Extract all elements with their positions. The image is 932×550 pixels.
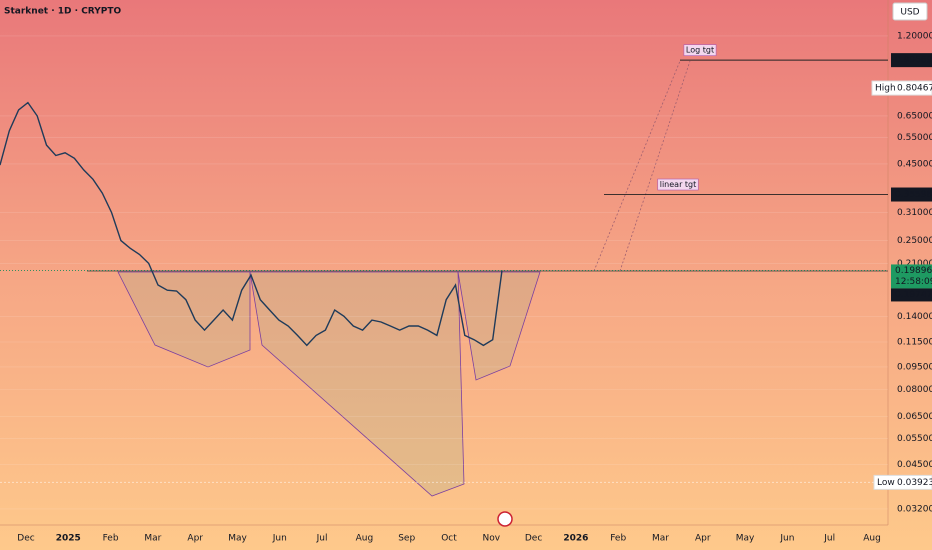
y-tick-label: 0.06500 (897, 412, 932, 422)
x-tick-label: Oct (441, 534, 457, 544)
last-price: 0.19896 (895, 266, 932, 276)
y-tick-label: 0.08000 (897, 385, 932, 395)
logo (497, 511, 513, 527)
x-tick-label: Dec (17, 534, 34, 544)
y-tick-label: 0.05500 (897, 434, 932, 444)
target-price-label: 0.35598 (895, 190, 932, 200)
high-box (871, 80, 932, 96)
target-tag: Log tgt (686, 46, 714, 55)
high-label: High (875, 84, 896, 94)
y-tick-label: 0.04500 (897, 460, 932, 470)
y-tick-label: 0.25000 (897, 236, 932, 246)
y-tick-label: 0.09500 (897, 362, 932, 372)
x-tick-label: Apr (187, 534, 203, 544)
x-tick-label: Aug (356, 534, 374, 544)
currency[interactable]: USD (900, 8, 919, 18)
y-tick-label: 0.11500 (897, 337, 932, 347)
x-tick-label: Jul (823, 534, 835, 544)
target-tag: linear tgt (660, 180, 697, 189)
x-tick-label: May (228, 534, 247, 544)
x-tick-label: Apr (695, 534, 711, 544)
price-line (0, 101, 503, 347)
x-tick-label: Nov (483, 534, 501, 544)
x-tick-label: Jun (272, 534, 287, 544)
y-tick-label: 0.14000 (897, 312, 932, 322)
log-projection (593, 60, 681, 272)
x-tick-label: May (736, 534, 755, 544)
x-tick-label: Aug (863, 534, 881, 544)
y-tick-label: 0.45000 (897, 159, 932, 169)
x-tick-label: 2026 (563, 534, 588, 544)
right-shoulder (457, 271, 541, 381)
prev-close: 0.19747 (895, 290, 932, 300)
left-shoulder (117, 271, 251, 368)
high-value: 0.80467 (897, 84, 932, 94)
x-tick-label: Feb (610, 534, 626, 544)
x-tick-label: Mar (144, 534, 161, 544)
linear-projection (619, 60, 691, 272)
y-tick-label: 0.03200 (897, 504, 932, 514)
target-price-label: 0.99669 (895, 56, 932, 66)
head (249, 271, 465, 497)
x-tick-label: Sep (398, 534, 415, 544)
logo-icon (497, 511, 513, 527)
countdown: 12:58:09 (895, 277, 932, 287)
currency-box[interactable] (892, 2, 928, 21)
last-price-box (891, 264, 932, 289)
x-tick-label: Mar (652, 534, 669, 544)
y-tick-label: 0.65000 (897, 111, 932, 121)
prev-close-box (891, 288, 932, 302)
x-tick-label: 2025 (56, 534, 81, 544)
x-tick-label: Jul (316, 534, 328, 544)
y-tick-label: 0.21000 (897, 259, 932, 269)
pattern-drawing (87, 60, 888, 497)
low-label: Low (877, 478, 895, 488)
target-tag-box (683, 44, 717, 56)
chart-title: Starknet · 1D · CRYPTO (4, 7, 121, 17)
low-box (873, 474, 932, 490)
x-tick-label: Jun (779, 534, 794, 544)
low-value: 0.03923 (897, 478, 932, 488)
y-tick-label: 0.55000 (897, 133, 932, 143)
x-tick-label: Feb (103, 534, 119, 544)
x-tick-label: Dec (525, 534, 542, 544)
target-tag-box (657, 178, 699, 191)
target-price-box (891, 53, 932, 68)
y-tick-label: 1.20000 (897, 31, 932, 41)
target-price-box (891, 187, 932, 202)
y-tick-label: 0.31000 (897, 208, 932, 218)
